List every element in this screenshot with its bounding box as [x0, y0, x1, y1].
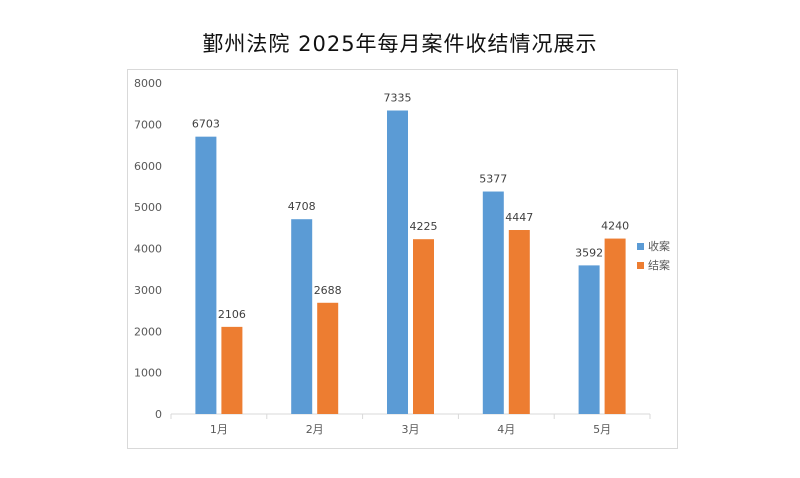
- y-axis: 0 1000 2000 3000 4000 5000 6000 7000 8000: [134, 77, 162, 421]
- bar-received: [578, 265, 600, 414]
- chart-title: 鄞州法院 2025年每月案件收结情况展示: [202, 32, 598, 56]
- bar-value-label: 6703: [192, 118, 220, 131]
- x-tick-label: 4月: [497, 423, 515, 436]
- y-tick-label: 6000: [134, 160, 162, 173]
- bar-value-label: 5377: [479, 173, 507, 186]
- bar-closed: [508, 230, 530, 414]
- x-tick-label: 1月: [210, 423, 228, 436]
- bar-closed: [604, 238, 626, 414]
- y-tick-label: 0: [155, 408, 162, 421]
- x-tick-label: 5月: [593, 423, 611, 436]
- bar-value-label: 2688: [314, 284, 342, 297]
- chart-frame: [127, 69, 678, 449]
- y-tick-label: 7000: [134, 118, 162, 131]
- bar-received: [195, 136, 217, 414]
- bar-value-label: 2106: [218, 308, 246, 321]
- bar-value-label: 4447: [505, 211, 533, 224]
- y-tick-label: 5000: [134, 201, 162, 214]
- legend-swatch: [637, 262, 644, 269]
- x-tick-label: 2月: [306, 423, 324, 436]
- legend-label: 收案: [648, 239, 670, 253]
- x-tick-label: 3月: [402, 423, 420, 436]
- bar-received: [482, 191, 504, 414]
- bar-labels: 6703 4708 7335 5377 3592 2106 2688 4225 4447 4240: [192, 92, 629, 321]
- bar-received: [387, 110, 408, 414]
- bar-received: [291, 219, 313, 414]
- y-tick-label: 3000: [134, 284, 162, 297]
- bar-closed: [413, 239, 434, 414]
- bar-value-label: 7335: [384, 92, 412, 105]
- bar-value-label: 4708: [288, 200, 316, 213]
- legend-label: 结案: [648, 258, 670, 272]
- bar-closed: [221, 326, 243, 414]
- bars: [195, 110, 626, 414]
- bar-value-label: 3592: [575, 246, 603, 259]
- bar-value-label: 4240: [601, 220, 629, 233]
- x-axis: 1月 2月 3月 4月 5月: [170, 413, 651, 436]
- legend-swatch: [637, 243, 644, 250]
- y-tick-label: 4000: [134, 243, 162, 256]
- bar-closed: [317, 302, 339, 414]
- y-tick-label: 2000: [134, 325, 162, 338]
- y-tick-label: 1000: [134, 367, 162, 380]
- y-tick-label: 8000: [134, 77, 162, 90]
- bar-value-label: 4225: [410, 220, 438, 233]
